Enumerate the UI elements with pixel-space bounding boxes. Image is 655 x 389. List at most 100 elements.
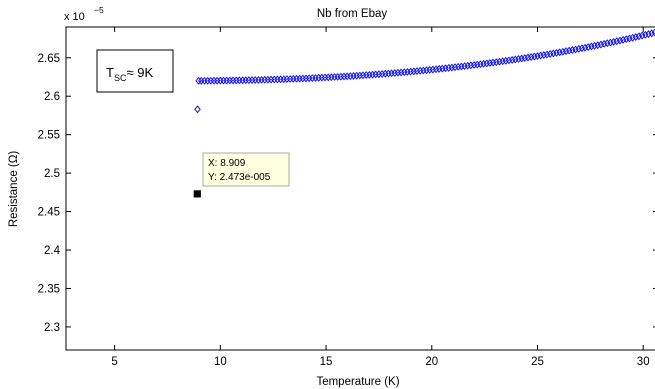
y-axis-ticks: 2.3 2.35 2.4 2.45 2.5 2.55 2.6 2.65 xyxy=(38,53,655,334)
data-point xyxy=(604,39,611,48)
data-point xyxy=(591,41,598,50)
data-point xyxy=(483,59,490,68)
datatip-marker[interactable] xyxy=(192,189,202,199)
data-point xyxy=(464,61,471,70)
data-point xyxy=(486,59,494,67)
y-tick-label: 2.45 xyxy=(38,207,60,219)
data-point xyxy=(458,62,465,71)
data-point xyxy=(588,42,595,51)
data-point xyxy=(569,46,576,54)
data-point xyxy=(553,48,560,57)
data-point xyxy=(474,60,481,69)
chart-title: Nb from Ebay xyxy=(317,8,388,20)
data-point xyxy=(448,63,456,72)
data-point xyxy=(648,29,655,38)
data-point xyxy=(566,46,573,55)
data-point xyxy=(546,50,554,58)
x-tick-label: 10 xyxy=(214,356,227,368)
data-point xyxy=(645,30,652,38)
y-tick-label: 2.6 xyxy=(44,91,60,103)
data-point xyxy=(572,45,579,54)
data-point xyxy=(505,56,513,65)
data-point xyxy=(515,55,522,63)
y-exponent-base: x 10 xyxy=(64,11,85,23)
data-point xyxy=(461,62,468,71)
x-axis-ticks: 5 10 15 20 25 30 xyxy=(111,27,650,368)
y-exponent: x 10 −5 xyxy=(64,5,104,23)
data-point xyxy=(585,43,592,51)
x-tick-label: 15 xyxy=(320,356,333,368)
data-point xyxy=(581,43,589,52)
annotation-main: T xyxy=(106,65,114,80)
data-point xyxy=(594,41,601,50)
data-point xyxy=(534,52,541,60)
data-point xyxy=(521,54,528,62)
data-point xyxy=(537,51,544,60)
svg-text:TSC≈ 9K: TSC≈ 9K xyxy=(106,65,153,83)
data-point xyxy=(531,52,538,61)
data-point xyxy=(613,37,620,46)
data-point xyxy=(626,34,633,43)
x-tick-label: 5 xyxy=(111,356,117,368)
data-point xyxy=(575,44,582,53)
data-markers xyxy=(194,28,655,114)
data-point xyxy=(502,56,509,65)
data-point xyxy=(480,59,487,68)
data-point xyxy=(518,54,525,63)
data-point xyxy=(195,76,202,85)
x-tick-label: 30 xyxy=(637,356,650,368)
data-point xyxy=(499,57,506,66)
data-point xyxy=(635,32,643,41)
y-exponent-power: −5 xyxy=(94,5,104,15)
data-point xyxy=(451,63,459,72)
x-tick-label: 20 xyxy=(425,356,438,368)
data-point xyxy=(559,47,567,56)
y-tick-label: 2.3 xyxy=(44,322,60,334)
data-point xyxy=(527,53,535,61)
annotation-box: TSC≈ 9K xyxy=(96,49,174,93)
data-point xyxy=(642,30,649,39)
data-point xyxy=(470,61,478,69)
x-tick-label: 25 xyxy=(531,356,544,368)
y-tick-label: 2.35 xyxy=(38,283,60,295)
y-tick-label: 2.55 xyxy=(38,130,60,142)
data-point xyxy=(597,40,605,49)
data-point xyxy=(600,39,608,48)
y-tick-label: 2.65 xyxy=(38,53,60,65)
data-point xyxy=(550,49,557,58)
data-point xyxy=(556,48,563,57)
data-point xyxy=(616,36,624,45)
annotation-rest: ≈ 9K xyxy=(126,65,153,80)
datatip-x: X: 8.909 xyxy=(208,158,246,169)
data-point xyxy=(512,55,519,64)
data-point xyxy=(489,58,497,67)
y-tick-label: 2.5 xyxy=(44,168,60,180)
datatip-y: Y: 2.473e-005 xyxy=(208,172,271,183)
data-point xyxy=(610,37,617,46)
annotation-sub: SC xyxy=(114,73,127,83)
data-point xyxy=(619,35,627,44)
data-point xyxy=(632,33,639,41)
data-point xyxy=(638,31,646,40)
data-point xyxy=(508,55,516,64)
y-tick-label: 2.4 xyxy=(44,245,61,257)
data-point xyxy=(543,50,551,59)
data-point xyxy=(477,60,484,69)
data-point xyxy=(194,105,201,114)
y-axis-label: Resistance (Ω) xyxy=(8,151,20,228)
data-point xyxy=(540,51,548,59)
data-point xyxy=(578,44,586,53)
data-point xyxy=(629,33,636,42)
data-point xyxy=(524,53,532,62)
datatip[interactable]: X: 8.909 Y: 2.473e-005 xyxy=(192,152,290,199)
data-point xyxy=(467,61,475,70)
data-point xyxy=(493,58,500,67)
data-point xyxy=(607,38,614,47)
datatip-box xyxy=(202,152,290,187)
data-point xyxy=(455,62,462,71)
data-point xyxy=(496,57,503,66)
x-axis-label: Temperature (K) xyxy=(316,376,399,388)
data-point xyxy=(623,35,630,44)
data-point xyxy=(562,47,570,56)
